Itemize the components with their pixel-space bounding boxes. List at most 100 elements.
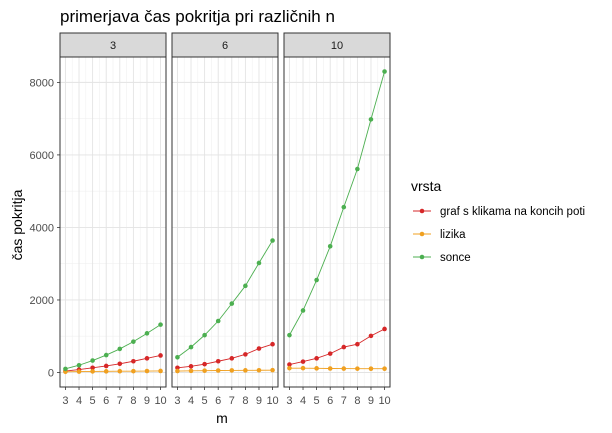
data-point	[117, 346, 123, 352]
data-point	[355, 366, 360, 371]
data-point	[382, 326, 387, 332]
data-point	[270, 367, 275, 373]
y-tick-label: 0	[48, 367, 54, 379]
x-tick-label: 9	[144, 395, 150, 407]
x-tick-label: 7	[341, 395, 347, 407]
data-point	[287, 365, 292, 371]
data-point	[287, 332, 292, 338]
data-point	[382, 69, 387, 74]
data-point	[144, 368, 150, 374]
x-tick-label: 5	[314, 395, 320, 407]
data-point	[175, 354, 180, 360]
panel-border	[283, 56, 391, 388]
data-point	[188, 368, 194, 374]
legend-label: lizika	[440, 229, 466, 241]
legend-item: sonce	[413, 252, 471, 264]
data-point	[341, 344, 347, 350]
x-tick-label: 7	[229, 395, 235, 407]
x-tick-label: 10	[378, 395, 390, 407]
data-point	[256, 346, 262, 351]
panel-strip-label: 10	[331, 40, 343, 52]
data-point	[314, 356, 319, 361]
data-point	[327, 351, 333, 356]
series-line	[177, 240, 273, 358]
data-point	[103, 369, 109, 374]
legend-label: sonce	[440, 252, 471, 264]
data-point	[215, 318, 221, 324]
data-point	[229, 368, 235, 373]
data-point	[103, 352, 109, 358]
y-tick-label: 8000	[30, 77, 54, 89]
data-point	[158, 322, 163, 327]
data-point	[270, 238, 275, 243]
data-point	[90, 365, 95, 371]
x-tick-label: 10	[154, 395, 166, 407]
panel-3: 33 4 5 6 7 8 9 10	[59, 32, 167, 407]
data-point	[314, 277, 319, 283]
data-point	[300, 359, 306, 364]
legend-label: graf s klikama na koncih poti	[440, 206, 585, 218]
x-tick-label: 8	[130, 395, 136, 407]
panel-strip	[171, 32, 279, 58]
data-point	[90, 358, 95, 363]
x-tick-label: 4	[188, 395, 194, 407]
series-line	[289, 71, 385, 336]
data-point	[131, 368, 136, 374]
data-point	[368, 117, 374, 122]
panel-strip-label: 6	[222, 40, 228, 52]
x-tick-label: 5	[202, 395, 208, 407]
panel-6: 63 4 5 6 7 8 9 10	[171, 32, 279, 407]
x-tick-label: 3	[286, 395, 292, 407]
x-tick-label: 10	[266, 395, 278, 407]
x-tick-label: 9	[256, 395, 262, 407]
legend: vrsta graf s klikama na koncih poti lizik…	[411, 178, 585, 264]
data-point	[327, 366, 333, 371]
x-tick-label: 3	[174, 395, 180, 407]
legend-title: vrsta	[411, 178, 442, 194]
data-point	[341, 366, 347, 371]
x-tick-label: 6	[327, 395, 333, 407]
data-point	[355, 166, 360, 172]
legend-key-point	[419, 254, 425, 260]
legend-key-point	[419, 231, 425, 237]
data-point	[158, 353, 163, 358]
x-tick-label: 6	[103, 395, 109, 407]
data-point	[256, 367, 262, 373]
data-point	[368, 366, 374, 371]
x-tick-label: 3	[62, 395, 68, 407]
data-point	[188, 364, 194, 369]
data-point	[314, 366, 319, 371]
x-tick-label: 4	[76, 395, 82, 407]
data-point	[229, 301, 235, 306]
data-point	[202, 332, 207, 338]
data-point	[175, 368, 180, 374]
panel-strip-label: 3	[110, 40, 116, 52]
y-axis: 0 2000 4000 6000 8000	[30, 77, 60, 379]
panel-10: 10 3 4 5 6 7 8 9 10	[283, 32, 391, 407]
panel-strip	[59, 32, 167, 58]
panel-strip	[283, 32, 391, 58]
x-tick-label: 8	[242, 395, 248, 407]
y-tick-label: 4000	[30, 222, 54, 234]
data-point	[327, 243, 333, 249]
data-point	[300, 308, 306, 313]
data-point	[144, 356, 150, 361]
y-tick-label: 6000	[30, 150, 54, 162]
series-line	[65, 324, 161, 370]
panel-border	[171, 56, 279, 388]
data-point	[90, 369, 95, 374]
legend-item: graf s klikama na koncih poti	[413, 206, 585, 218]
legend-item: lizika	[413, 229, 466, 241]
data-point	[144, 331, 150, 336]
series-line	[289, 328, 385, 365]
data-point	[355, 341, 360, 347]
x-tick-label: 7	[117, 395, 123, 407]
x-tick-label: 9	[368, 395, 374, 407]
x-tick-label: 8	[354, 395, 360, 407]
chart-title: primerjava čas pokritja pri različnih n	[60, 7, 335, 26]
panel-border	[59, 56, 167, 388]
data-point	[131, 358, 136, 364]
x-tick-label: 6	[215, 395, 221, 407]
y-axis-title: čas pokritja	[9, 189, 25, 260]
